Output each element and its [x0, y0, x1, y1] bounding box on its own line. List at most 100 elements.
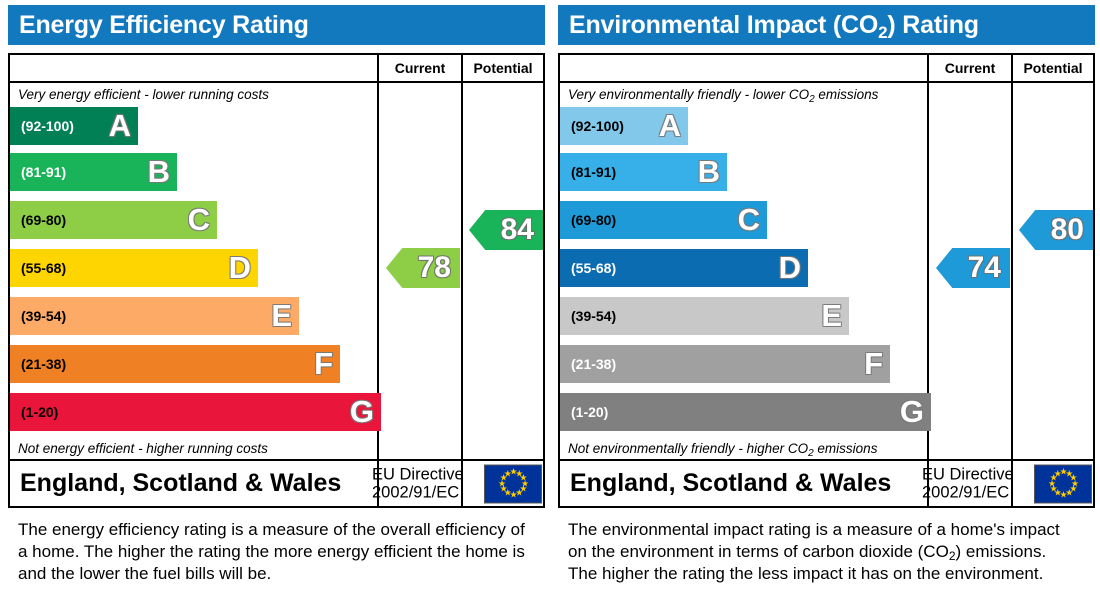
band-range-d: (55-68): [21, 260, 67, 276]
band-range-b: (81-91): [571, 164, 617, 180]
eu-star-icon: ★: [519, 483, 528, 494]
energy-efficiency-header: Energy Efficiency Rating: [8, 5, 545, 45]
title-text: Environmental Impact (CO: [569, 10, 879, 39]
band-letter-a: A: [658, 107, 681, 143]
eu-flag-icon: ★ ★ ★ ★ ★ ★ ★ ★ ★ ★ ★ ★: [1034, 464, 1092, 503]
eu-star-icon: ★: [503, 468, 512, 479]
eu-star-icon: ★: [1065, 487, 1074, 498]
eu-star-icon: ★: [1049, 483, 1058, 494]
eu-star-icon: ★: [1059, 489, 1068, 500]
title-text: Energy Efficiency Rating: [19, 10, 309, 39]
band-bar-b: (81-91) B: [560, 153, 727, 191]
current-rating-value: 74: [967, 251, 1001, 284]
eu-star-icon: ★: [509, 489, 518, 500]
eu-star-icon: ★: [1059, 466, 1068, 477]
potential-rating-value: 80: [1050, 213, 1084, 246]
band-range-a: (92-100): [21, 118, 74, 134]
column-divider-2: [461, 55, 463, 506]
environmental-impact-panel: Environmental Impact (CO2) Rating Curren…: [550, 0, 1100, 616]
column-divider-1: [927, 55, 929, 506]
eu-star-icon: ★: [1069, 483, 1078, 494]
eu-star-icon: ★: [499, 472, 508, 483]
band-range-d: (55-68): [571, 260, 617, 276]
footer-region-label: England, Scotland & Wales: [570, 469, 892, 497]
directive-line-1: EU Directive: [372, 465, 464, 484]
band-range-a: (92-100): [571, 118, 624, 134]
potential-rating-value: 84: [500, 213, 534, 246]
energy-efficiency-title: Energy Efficiency Rating: [8, 11, 309, 40]
directive-line-1: EU Directive: [922, 465, 1014, 484]
band-range-e: (39-54): [21, 308, 67, 324]
column-header-potential: Potential: [1023, 60, 1083, 76]
band-range-b: (81-91): [21, 164, 67, 180]
directive-line-2: 2002/91/EC: [922, 483, 1010, 502]
eu-star-icon: ★: [1070, 478, 1080, 488]
band-letter-g: G: [899, 393, 924, 429]
eu-star-icon: ★: [515, 468, 524, 479]
band-bar-f: (21-38) F: [10, 345, 340, 383]
eu-star-icon: ★: [1065, 468, 1074, 479]
eu-star-icon: ★: [499, 483, 508, 494]
band-bar-c: (69-80) C: [560, 201, 767, 239]
eu-star-icon: ★: [515, 487, 524, 498]
caption-not-efficient: Not energy efficient - higher running co…: [18, 441, 268, 456]
table-header-row: Current Potential: [560, 55, 1093, 83]
band-letter-e: E: [821, 297, 842, 333]
eu-star-icon: ★: [509, 466, 518, 477]
chart-footer: England, Scotland & Wales EU Directive 2…: [10, 461, 543, 506]
current-rating-arrow: 74: [936, 248, 1010, 288]
band-bar-a: (92-100) A: [560, 107, 688, 145]
footer-directive: EU Directive 2002/91/EC: [372, 465, 464, 502]
column-divider-2: [1011, 55, 1013, 506]
eu-star-icon: ★: [503, 487, 512, 498]
eu-star-icon: ★: [1069, 472, 1078, 483]
eu-star-icon: ★: [1048, 478, 1057, 488]
footer-divider: [10, 459, 543, 461]
eu-star-icon: ★: [520, 478, 530, 488]
current-rating-value: 78: [417, 251, 451, 284]
band-letter-b: B: [697, 153, 720, 189]
environmental-impact-description: The environmental impact rating is a mea…: [568, 520, 1060, 583]
footer-directive: EU Directive 2002/91/EC: [922, 465, 1014, 502]
caption-very-friendly: Very environmentally friendly - lower CO…: [568, 87, 879, 105]
energy-efficiency-description: The energy efficiency rating is a measur…: [18, 520, 525, 583]
eu-star-icon: ★: [519, 472, 528, 483]
band-bar-a: (92-100) A: [10, 107, 138, 145]
eu-flag-icon: ★ ★ ★ ★ ★ ★ ★ ★ ★ ★ ★ ★: [484, 464, 542, 503]
chart-footer: England, Scotland & Wales EU Directive 2…: [560, 461, 1093, 506]
band-bar-d: (55-68) D: [10, 249, 258, 287]
title-subscript: 2: [878, 22, 888, 42]
caption-very-efficient: Very energy efficient - lower running co…: [18, 87, 269, 102]
environmental-impact-title: Environmental Impact (CO2) Rating: [558, 10, 979, 42]
band-range-g: (1-20): [571, 404, 609, 420]
band-letter-e: E: [271, 297, 292, 333]
band-letter-c: C: [187, 201, 210, 237]
energy-efficiency-panel: Energy Efficiency Rating Current Potenti…: [8, 5, 545, 583]
band-range-f: (21-38): [21, 356, 67, 372]
band-letter-d: D: [228, 249, 251, 285]
footer-region-label: England, Scotland & Wales: [20, 469, 342, 497]
potential-rating-arrow: 84: [469, 210, 543, 250]
directive-line-2: 2002/91/EC: [372, 483, 460, 502]
band-letter-g: G: [349, 393, 374, 429]
table-header-row: Current Potential: [10, 55, 543, 83]
co2-band-bars: (92-100) A (81-91) B (69-80) C: [560, 107, 931, 439]
band-bar-e: (39-54) E: [10, 297, 299, 335]
band-letter-f: F: [314, 345, 333, 381]
band-bar-g: (1-20) G: [10, 393, 381, 431]
eu-star-icon: ★: [498, 478, 507, 488]
energy-band-bars: (92-100) A (81-91) B (69-80) C: [10, 107, 381, 439]
band-range-c: (69-80): [21, 212, 67, 228]
band-bar-b: (81-91) B: [10, 153, 177, 191]
caption-not-friendly: Not environmentally friendly - higher CO…: [568, 441, 878, 459]
column-header-potential: Potential: [473, 60, 533, 76]
band-bar-c: (69-80) C: [10, 201, 217, 239]
band-bar-f: (21-38) F: [560, 345, 890, 383]
current-rating-arrow: 78: [386, 248, 460, 288]
band-letter-b: B: [147, 153, 170, 189]
column-header-current: Current: [944, 60, 996, 76]
column-header-current: Current: [394, 60, 446, 76]
band-letter-c: C: [737, 201, 760, 237]
column-divider-1: [377, 55, 379, 506]
band-bar-e: (39-54) E: [560, 297, 849, 335]
